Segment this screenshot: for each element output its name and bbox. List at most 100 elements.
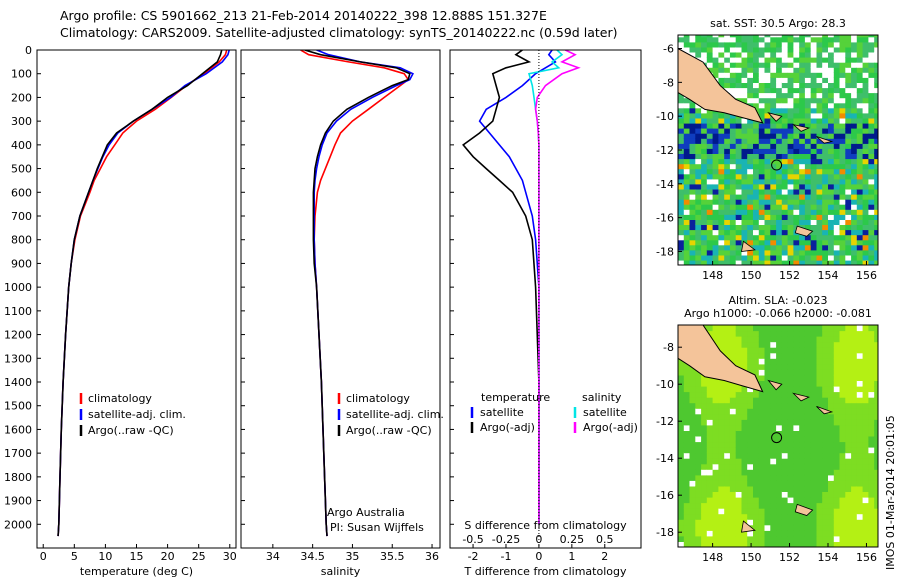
map-cell [706, 491, 714, 498]
map-cell [776, 535, 783, 542]
map-cell [787, 92, 794, 99]
map-cell [764, 72, 771, 78]
map-cell [799, 458, 806, 465]
map-cell [787, 430, 794, 437]
map-cell [868, 254, 875, 261]
map-cell [804, 128, 812, 134]
map-cell [804, 524, 812, 531]
map-cell [799, 363, 806, 370]
map-cell [729, 87, 737, 94]
x-tick-label: 34 [266, 550, 280, 563]
map-cell [718, 219, 725, 225]
map-cell [874, 336, 878, 343]
map-cell [747, 143, 754, 149]
map-cell [735, 128, 743, 134]
map-cell [741, 458, 748, 465]
map-cell [868, 163, 875, 170]
map-cell [833, 122, 841, 129]
map-cell [862, 249, 869, 256]
map-cell [724, 336, 731, 343]
map-cell [833, 474, 841, 481]
legend-label: Argo(-adj) [480, 421, 535, 434]
map-cell [839, 530, 846, 537]
map-cell [683, 458, 691, 465]
map-cell [839, 502, 846, 509]
map-cell [868, 249, 875, 256]
map-cell [816, 508, 823, 515]
map-cell [793, 358, 800, 365]
map-cell [735, 358, 743, 365]
map-cell [856, 122, 864, 129]
map-cell [828, 82, 835, 89]
map-cell [804, 358, 812, 365]
map-cell [856, 128, 864, 134]
map-cell [868, 107, 875, 114]
map-cell [776, 173, 783, 180]
map-cell [741, 46, 748, 53]
map-cell [770, 480, 777, 487]
map-cell [868, 463, 875, 470]
map-cell [770, 502, 777, 509]
map-cell [781, 330, 789, 337]
map-cell [758, 341, 766, 348]
map-cell [724, 173, 731, 180]
map-cell [770, 508, 777, 515]
map-cell [758, 67, 766, 73]
map-cell [712, 259, 719, 265]
map-cell [828, 92, 835, 99]
map-cell [689, 117, 696, 124]
map-cell [862, 173, 869, 180]
map-cell [729, 341, 737, 348]
map-cell [689, 128, 696, 134]
island [816, 406, 834, 415]
y-tick-label: 200 [11, 91, 32, 104]
map-cell [758, 36, 766, 43]
map-cell [770, 254, 777, 261]
map-cell [729, 183, 737, 190]
map-cell [856, 239, 864, 246]
map-cell [833, 224, 841, 231]
map-cell [851, 199, 858, 205]
map-cell [856, 424, 864, 431]
map-cell [678, 419, 685, 426]
map-cell [862, 219, 869, 225]
map-cell [816, 430, 823, 437]
map-cell [695, 168, 702, 175]
map-cell [822, 249, 829, 256]
map-cell [828, 229, 835, 236]
map-cell [839, 67, 846, 73]
x-tick-label: 150 [741, 269, 762, 282]
map-cell [683, 452, 691, 459]
map-cell [735, 148, 743, 154]
map-cell [758, 430, 766, 437]
map-cell [822, 402, 829, 409]
map-cell [799, 82, 806, 89]
map-cell [741, 413, 748, 420]
map-cell [712, 188, 719, 195]
map-cell [770, 524, 777, 531]
map-cell [862, 178, 869, 185]
map-cell [724, 239, 731, 246]
map-cell [833, 153, 841, 160]
map-cell [683, 204, 691, 210]
map-cell [845, 358, 852, 365]
map-cell [683, 219, 691, 225]
map-cell [701, 158, 708, 165]
map-cell [793, 352, 800, 359]
map-cell [747, 497, 754, 504]
map-cell [845, 229, 852, 236]
map-cell [839, 249, 846, 256]
map-cell [868, 239, 875, 246]
map-cell [724, 347, 731, 354]
map-cell [735, 87, 743, 94]
map-cell [747, 234, 754, 241]
map-cell [701, 41, 708, 48]
map-cell [874, 413, 878, 420]
map-cell [689, 436, 696, 443]
map-cell [776, 325, 783, 332]
map-cell [833, 92, 841, 99]
map-cell [816, 519, 823, 526]
map-cell [770, 204, 777, 210]
map-cell [701, 148, 708, 154]
map-cell [683, 430, 691, 437]
